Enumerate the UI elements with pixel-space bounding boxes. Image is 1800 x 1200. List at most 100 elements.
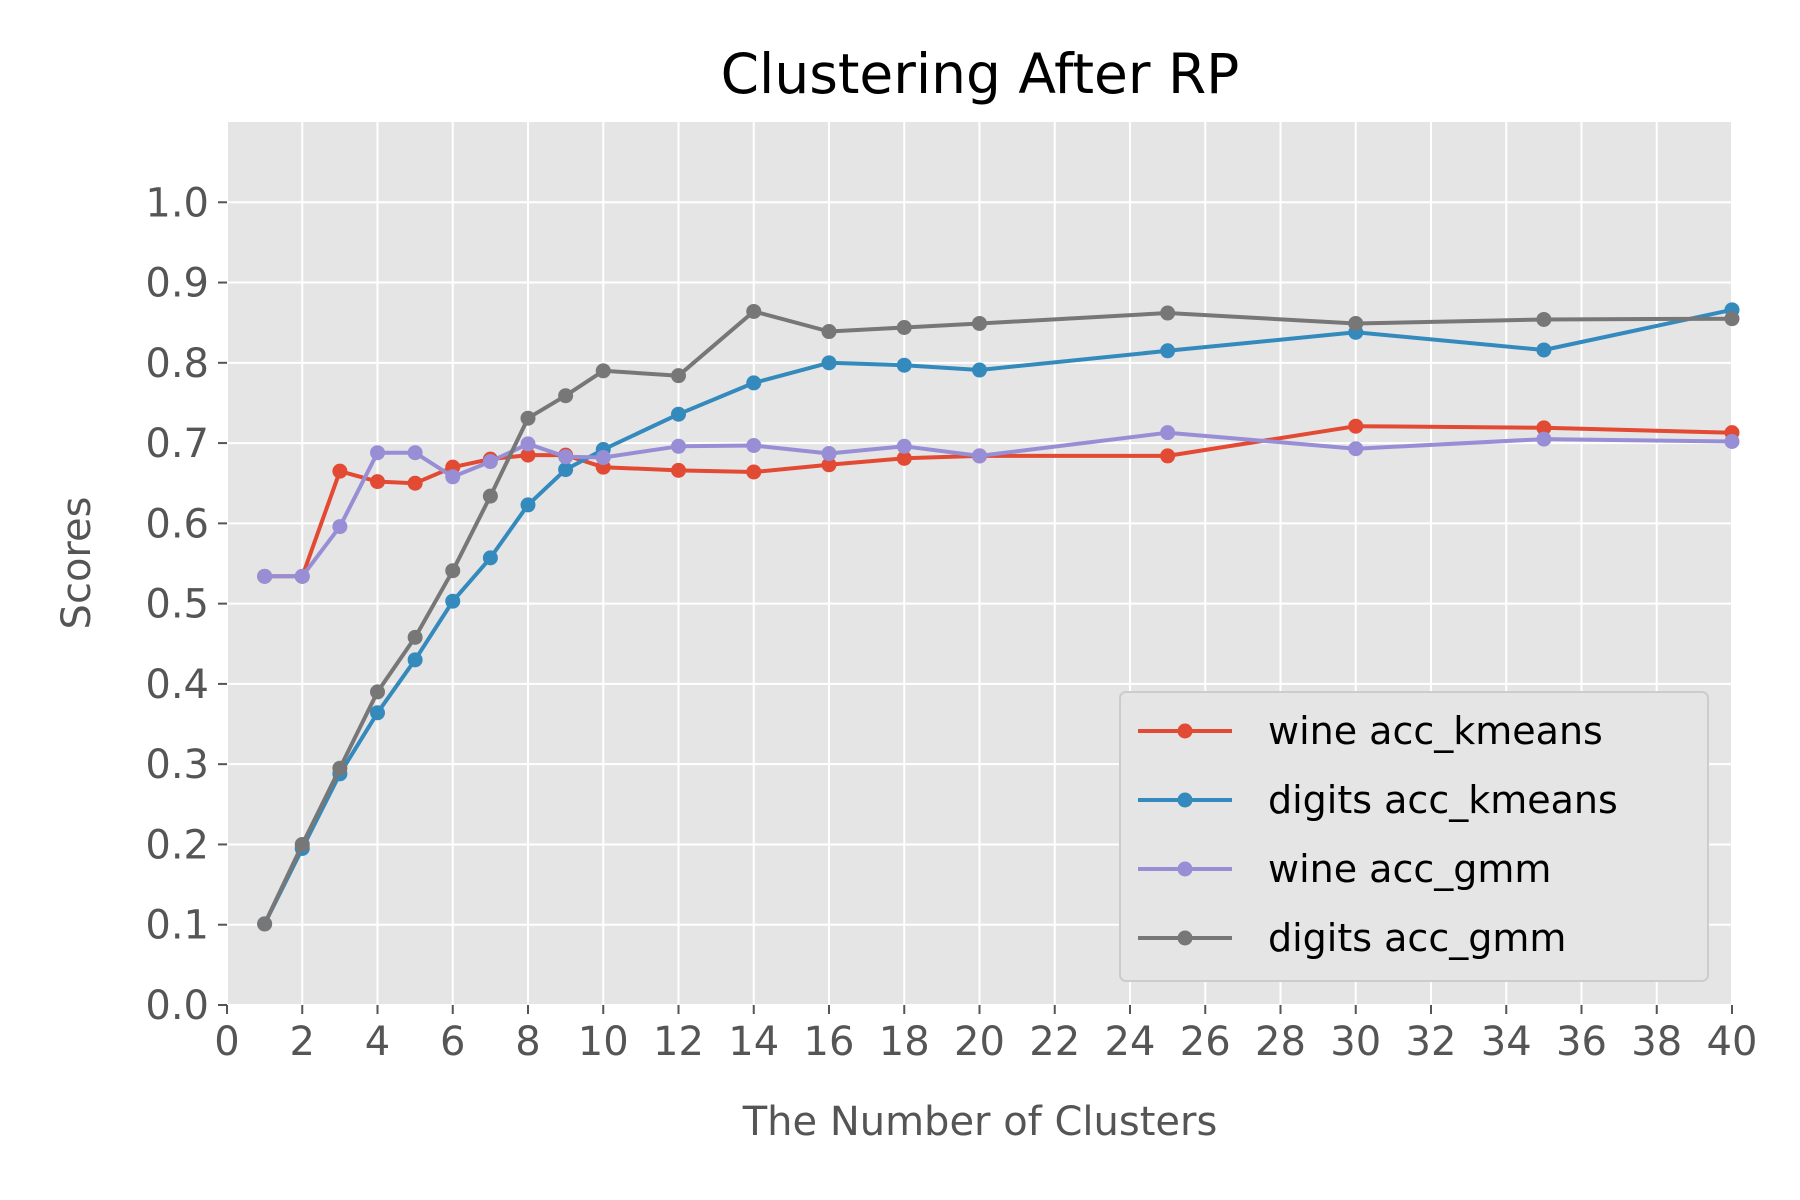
x-tick-label: 20 bbox=[954, 1019, 1005, 1065]
data-point bbox=[520, 447, 536, 463]
legend-marker bbox=[1177, 861, 1193, 877]
data-point bbox=[445, 563, 461, 579]
data-point bbox=[482, 488, 498, 504]
data-point bbox=[407, 445, 423, 461]
data-point bbox=[972, 315, 987, 331]
x-tick-label: 30 bbox=[1330, 1019, 1381, 1065]
legend-label: digits acc_kmeans bbox=[1268, 778, 1618, 822]
series-digits-acc-gmm bbox=[257, 303, 1740, 932]
data-point bbox=[445, 593, 461, 609]
data-point bbox=[407, 652, 423, 668]
data-point bbox=[1348, 441, 1364, 457]
legend-item: digits acc_kmeans bbox=[1138, 778, 1618, 822]
x-tick-label: 26 bbox=[1180, 1019, 1231, 1065]
data-point bbox=[1724, 433, 1740, 449]
legend-marker bbox=[1177, 930, 1193, 946]
data-point bbox=[746, 375, 762, 391]
data-point bbox=[1536, 342, 1552, 358]
legend-marker bbox=[1177, 723, 1193, 739]
y-tick-label: 0.5 bbox=[145, 582, 209, 628]
legend-box bbox=[1119, 691, 1709, 982]
x-tick-label: 24 bbox=[1105, 1019, 1156, 1065]
legend-label: wine acc_kmeans bbox=[1268, 709, 1603, 753]
y-tick-label: 0.6 bbox=[145, 501, 209, 547]
y-axis: 0.0 0.1 0.2 0.3 0.4 0.5 0.6 0.7 0.8 0.9 1.0 bbox=[145, 180, 227, 1029]
data-point bbox=[520, 410, 536, 426]
legend-item: wine acc_kmeans bbox=[1138, 709, 1603, 753]
data-point bbox=[972, 362, 987, 378]
x-tick-label: 12 bbox=[653, 1019, 704, 1065]
x-tick-label: 36 bbox=[1556, 1019, 1607, 1065]
x-tick-label: 10 bbox=[578, 1019, 629, 1065]
x-axis: 0 2 4 6 8 10 12 14 16 18 20 22 24 26 28 30 32 34 36 38 40 bbox=[214, 1005, 1757, 1065]
series-layer bbox=[257, 302, 1740, 932]
data-point bbox=[671, 438, 686, 454]
y-tick-label: 0.4 bbox=[145, 662, 209, 708]
data-point bbox=[257, 568, 273, 584]
y-tick-label: 0.8 bbox=[145, 341, 209, 387]
x-tick-label: 14 bbox=[728, 1019, 779, 1065]
x-tick-label: 38 bbox=[1631, 1019, 1682, 1065]
chart-title: Clustering After RP bbox=[721, 42, 1240, 106]
data-point bbox=[332, 463, 348, 479]
data-point bbox=[896, 438, 912, 454]
x-tick-label: 18 bbox=[879, 1019, 930, 1065]
data-point bbox=[896, 357, 912, 373]
y-tick-label: 0.3 bbox=[145, 742, 209, 788]
data-point bbox=[746, 437, 762, 453]
data-point bbox=[821, 457, 837, 473]
x-tick-label: 16 bbox=[804, 1019, 855, 1065]
data-point bbox=[1536, 431, 1552, 447]
data-point bbox=[558, 449, 574, 465]
data-point bbox=[520, 436, 536, 452]
data-point bbox=[671, 368, 686, 384]
data-point bbox=[257, 916, 273, 932]
x-tick-label: 34 bbox=[1481, 1019, 1532, 1065]
x-tick-label: 32 bbox=[1406, 1019, 1457, 1065]
x-axis-label: The Number of Clusters bbox=[742, 1099, 1218, 1145]
data-point bbox=[972, 448, 987, 464]
data-point bbox=[370, 684, 385, 700]
data-point bbox=[595, 363, 611, 379]
data-point bbox=[558, 462, 574, 478]
y-tick-label: 0.2 bbox=[145, 822, 209, 868]
data-point bbox=[558, 388, 574, 404]
legend-label: wine acc_gmm bbox=[1268, 847, 1551, 891]
x-tick-label: 22 bbox=[1029, 1019, 1080, 1065]
x-tick-label: 0 bbox=[214, 1019, 239, 1065]
legend-item: wine acc_gmm bbox=[1138, 847, 1551, 891]
y-tick-label: 1.0 bbox=[145, 180, 209, 226]
data-point bbox=[294, 568, 310, 584]
data-point bbox=[595, 450, 611, 466]
data-point bbox=[407, 629, 423, 645]
data-point bbox=[1160, 343, 1176, 359]
data-point bbox=[1536, 420, 1552, 436]
legend-marker bbox=[1177, 792, 1193, 808]
data-point bbox=[1348, 315, 1364, 331]
data-point bbox=[407, 475, 423, 491]
data-point bbox=[671, 462, 686, 478]
data-point bbox=[821, 446, 837, 462]
series-wine-acc-gmm bbox=[257, 425, 1740, 584]
legend-label: digits acc_gmm bbox=[1268, 916, 1566, 960]
data-point bbox=[482, 550, 498, 566]
data-point bbox=[370, 705, 385, 721]
legend-item: digits acc_gmm bbox=[1138, 916, 1566, 960]
data-point bbox=[332, 519, 348, 535]
data-point bbox=[896, 319, 912, 335]
y-tick-label: 0.1 bbox=[145, 903, 209, 949]
y-tick-label: 0.9 bbox=[145, 261, 209, 307]
data-point bbox=[1724, 311, 1740, 327]
x-tick-label: 40 bbox=[1707, 1019, 1758, 1065]
x-tick-label: 28 bbox=[1255, 1019, 1306, 1065]
data-point bbox=[1160, 448, 1176, 464]
data-point bbox=[332, 760, 348, 776]
data-point bbox=[445, 469, 461, 485]
data-point bbox=[821, 355, 837, 371]
data-point bbox=[370, 445, 385, 461]
y-axis-label: Scores bbox=[54, 497, 100, 630]
x-tick-label: 6 bbox=[440, 1019, 465, 1065]
data-point bbox=[821, 324, 837, 340]
